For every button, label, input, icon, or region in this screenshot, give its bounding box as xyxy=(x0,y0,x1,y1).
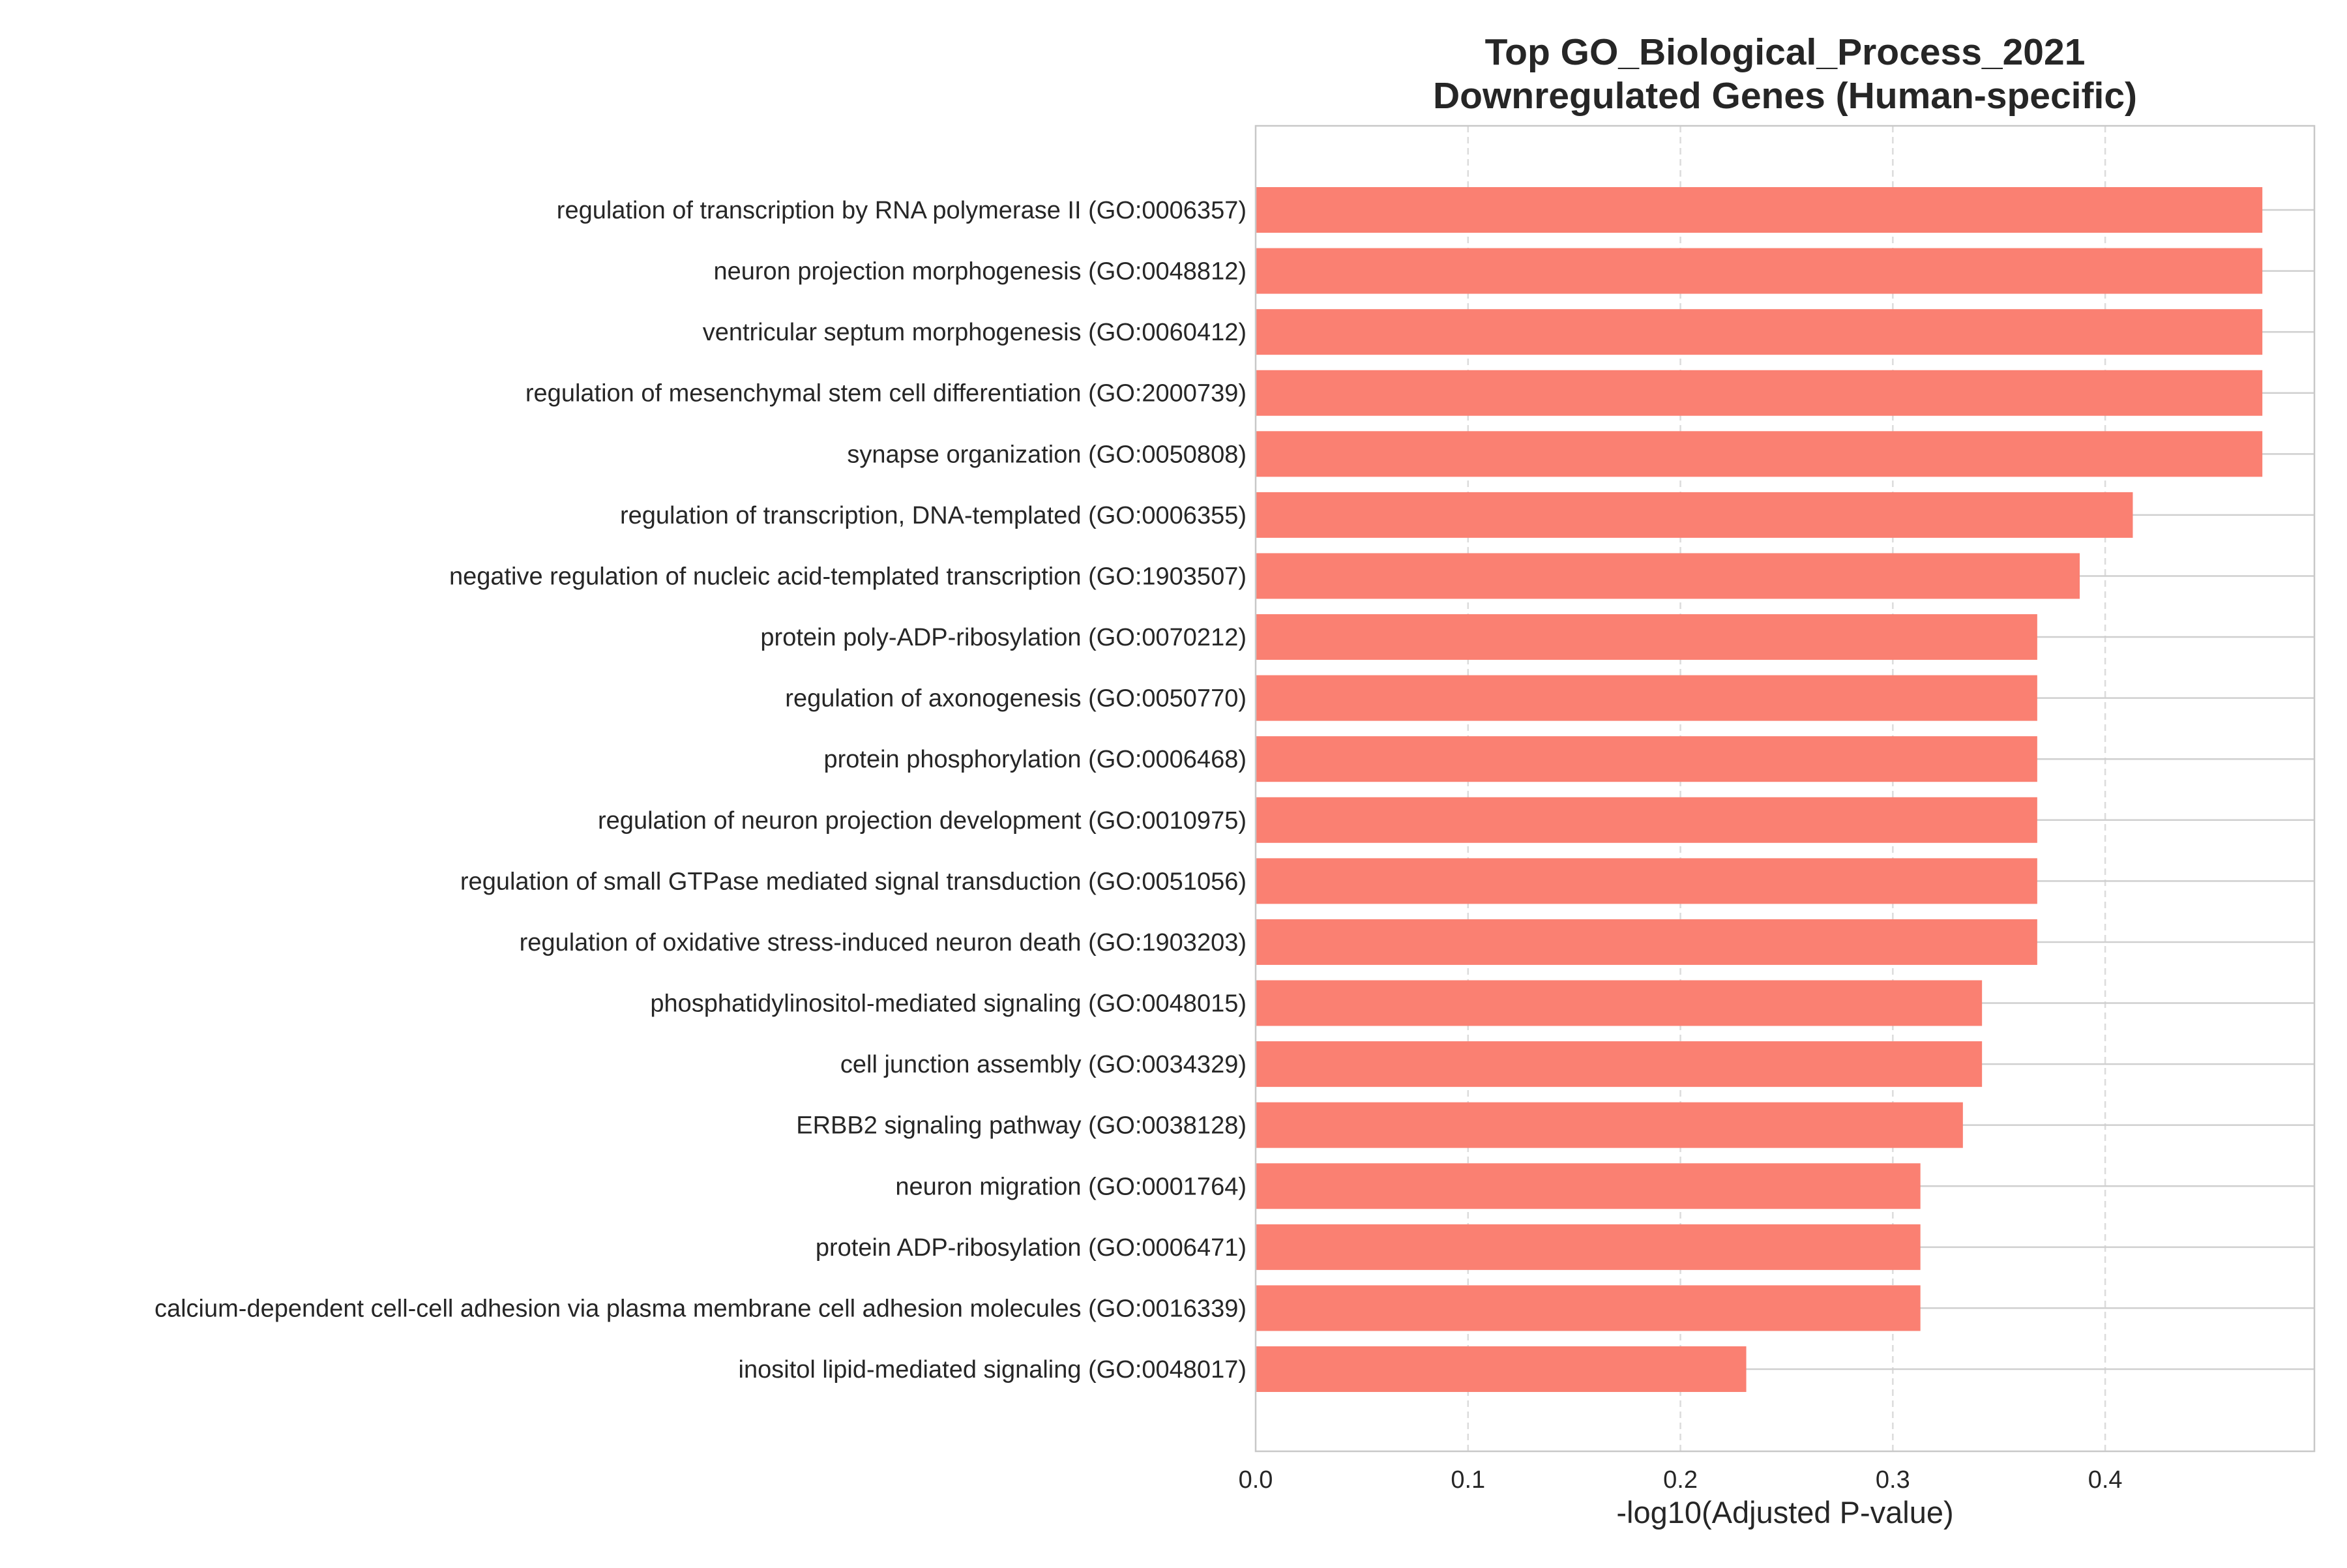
y-tick-label: regulation of oxidative stress-induced n… xyxy=(520,929,1247,956)
bar xyxy=(1256,614,2037,660)
bar xyxy=(1256,919,2037,965)
x-tick-label: 0.4 xyxy=(2088,1466,2123,1494)
y-tick-label: ventricular septum morphogenesis (GO:006… xyxy=(703,319,1247,346)
bar xyxy=(1256,797,2037,843)
y-tick-label: regulation of transcription, DNA-templat… xyxy=(620,502,1247,529)
bar xyxy=(1256,736,2037,782)
bar xyxy=(1256,1041,1983,1087)
y-tick-label: protein ADP-ribosylation (GO:0006471) xyxy=(816,1234,1247,1262)
bars xyxy=(1256,187,2263,1392)
chart-title-line-1: Top GO_Biological_Process_2021 xyxy=(1485,31,2086,73)
y-tick-label: inositol lipid-mediated signaling (GO:00… xyxy=(739,1356,1247,1383)
chart-title: Top GO_Biological_Process_2021 Downregul… xyxy=(1433,31,2137,117)
y-tick-label: regulation of small GTPase mediated sign… xyxy=(460,868,1247,895)
y-tick-label: protein poly-ADP-ribosylation (GO:007021… xyxy=(760,624,1247,651)
y-tick-label: phosphatidylinositol-mediated signaling … xyxy=(650,990,1247,1018)
y-tick-label: regulation of neuron projection developm… xyxy=(598,807,1247,835)
bar xyxy=(1256,248,2263,294)
plot-area-frame xyxy=(1254,125,2316,1453)
y-tick-label: regulation of mesenchymal stem cell diff… xyxy=(525,380,1247,407)
y-tick-label: synapse organization (GO:0050808) xyxy=(847,441,1247,468)
bar xyxy=(1256,1285,1921,1331)
bar xyxy=(1256,1346,1747,1392)
bar xyxy=(1256,431,2263,477)
x-tick-label: 0.0 xyxy=(1239,1466,1273,1494)
y-tick-label: neuron projection morphogenesis (GO:0048… xyxy=(713,258,1247,286)
chart-title-line-2: Downregulated Genes (Human-specific) xyxy=(1433,75,2137,117)
y-tick-label: protein phosphorylation (GO:0006468) xyxy=(823,746,1247,773)
bar xyxy=(1256,1224,1921,1270)
bar xyxy=(1256,675,2037,721)
x-axis-label: -log10(Adjusted P-value) xyxy=(1616,1495,1953,1530)
bar xyxy=(1256,980,1983,1026)
bar xyxy=(1256,858,2037,904)
y-tick-label: negative regulation of nucleic acid-temp… xyxy=(449,563,1247,590)
y-tick-label: ERBB2 signaling pathway (GO:0038128) xyxy=(796,1112,1247,1140)
bar xyxy=(1256,1163,1921,1209)
y-tick-label: calcium-dependent cell-cell adhesion via… xyxy=(155,1295,1247,1322)
x-tick-label: 0.2 xyxy=(1663,1466,1698,1494)
bar xyxy=(1256,309,2263,355)
y-tick-label: regulation of axonogenesis (GO:0050770) xyxy=(785,685,1247,713)
y-tick-label: regulation of transcription by RNA polym… xyxy=(557,197,1247,224)
x-tick-labels: 0.0 0.1 0.2 0.3 0.4 xyxy=(1239,1466,2123,1494)
bar xyxy=(1256,370,2263,416)
y-tick-labels: regulation of transcription by RNA polym… xyxy=(155,197,1247,1383)
x-tick-label: 0.1 xyxy=(1451,1466,1485,1494)
bar xyxy=(1256,187,2263,233)
y-tick-label: neuron migration (GO:0001764) xyxy=(895,1173,1247,1200)
bar xyxy=(1256,553,2080,599)
x-tick-label: 0.3 xyxy=(1876,1466,1910,1494)
bar xyxy=(1256,492,2133,538)
y-tick-label: cell junction assembly (GO:0034329) xyxy=(840,1051,1247,1078)
bar xyxy=(1256,1102,1963,1148)
